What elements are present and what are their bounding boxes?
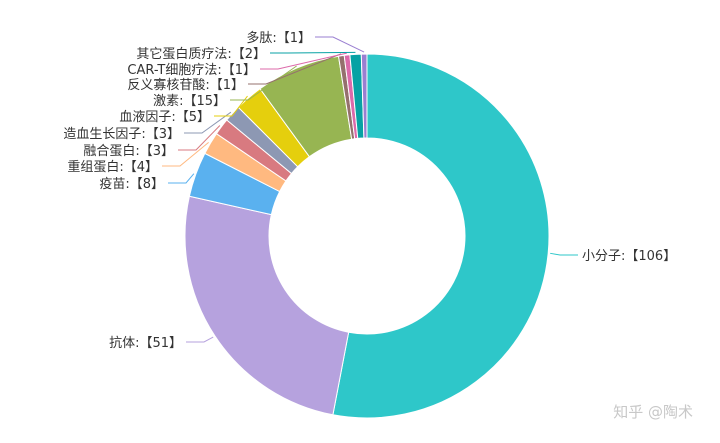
slice-label-抗体: 抗体:【51】 <box>109 336 182 351</box>
slice-label-其它蛋白质疗法: 其它蛋白质疗法:【2】 <box>136 46 266 62</box>
leader-line-重组蛋白 <box>162 141 209 167</box>
slice-label-融合蛋白: 融合蛋白:【3】 <box>83 143 174 159</box>
leader-line-造血生长因子 <box>184 111 232 134</box>
leader-line-其它蛋白质疗法 <box>270 51 356 54</box>
slice-小分子[interactable] <box>332 53 550 419</box>
slice-labels: 小分子:【106】抗体:【51】 疫苗:【8】重组蛋白:【4】融合蛋白:【3】造血… <box>63 30 676 351</box>
donut-slices <box>184 53 550 419</box>
leader-line-疫苗 <box>168 173 195 184</box>
slice-多肽[interactable] <box>360 53 368 139</box>
leader-line-激素 <box>230 65 297 101</box>
slice-label-小分子: 小分子:【106】 <box>582 249 676 264</box>
slice-label-疫苗: 疫苗:【8】 <box>99 176 164 192</box>
leader-line-血液因子 <box>214 95 248 117</box>
slice-label-激素: 激素:【15】 <box>153 94 226 109</box>
slice-抗体[interactable] <box>184 195 350 416</box>
slice-label-重组蛋白: 重组蛋白:【4】 <box>67 159 158 175</box>
slice-label-多肽: 多肽:【1】 <box>246 30 311 46</box>
watermark: 知乎 @陶术 <box>613 403 693 421</box>
leader-line-小分子 <box>550 252 578 256</box>
leader-line-抗体 <box>186 336 214 343</box>
leader-line-融合蛋白 <box>178 125 221 151</box>
leader-line-CAR-T细胞疗法 <box>260 52 347 70</box>
slice-label-反义寡核苷酸: 反义寡核苷酸:【1】 <box>127 77 244 93</box>
slice-label-血液因子: 血液因子:【5】 <box>119 110 210 125</box>
leader-lines <box>162 36 578 343</box>
leader-line-多肽 <box>315 36 365 53</box>
slice-label-CAR-T细胞疗法: CAR-T细胞疗法:【1】 <box>127 63 256 78</box>
slice-label-造血生长因子: 造血生长因子:【3】 <box>63 127 180 142</box>
leader-line-反义寡核苷酸 <box>248 53 342 85</box>
